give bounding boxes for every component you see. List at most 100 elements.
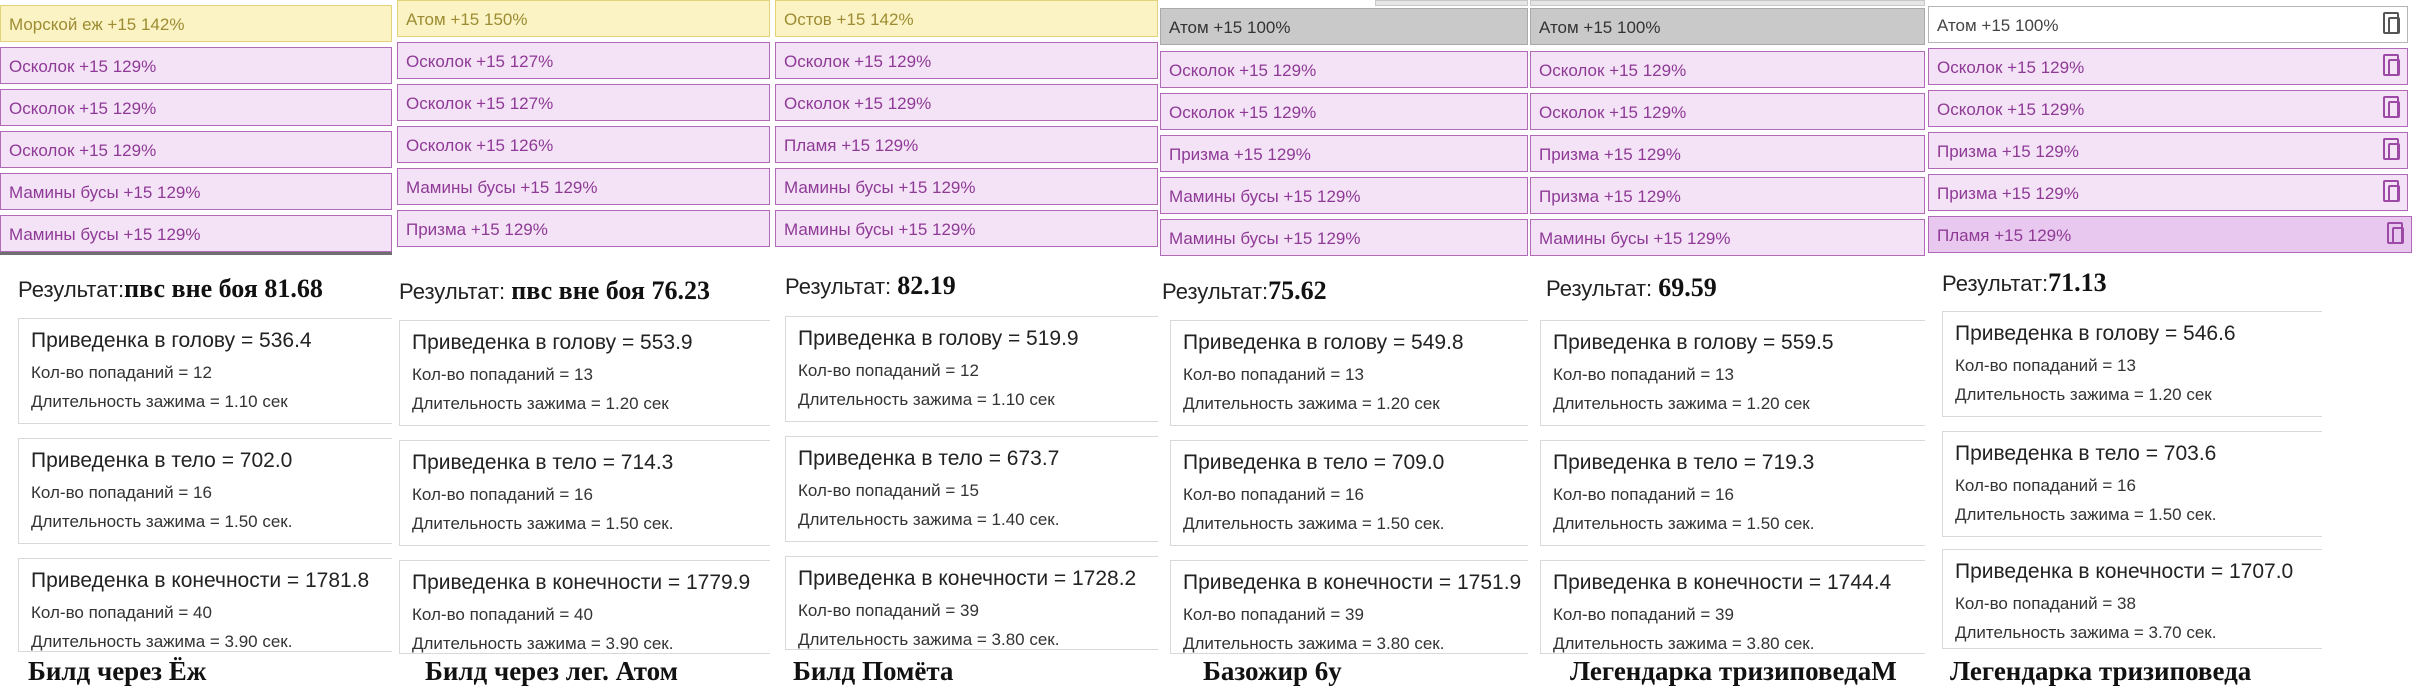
stat-title: Приведенка в конечности = 1751.9	[1183, 571, 1522, 594]
artifact-slot[interactable]: Пламя +15 129%	[775, 126, 1158, 163]
slot-label: Осколок +15 129%	[1937, 58, 2085, 77]
stat-card-limbs: Приведенка в конечности = 1707.0 Кол-во …	[1942, 549, 2322, 649]
stat-hits: Кол-во попаданий = 16	[1553, 485, 1734, 504]
artifact-slot[interactable]: Мамины бусы +15 129%	[1160, 219, 1528, 256]
stat-hits: Кол-во попаданий = 39	[1553, 605, 1734, 624]
stat-hits: Кол-во попаданий = 38	[1955, 594, 2136, 613]
stat-card-limbs: Приведенка в конечности = 1744.4 Кол-во …	[1540, 560, 1925, 654]
artifact-slot[interactable]: Призма +15 129%	[397, 210, 770, 247]
result-value: пвс вне боя 76.23	[511, 276, 710, 305]
result-label: Результат:	[785, 274, 892, 299]
artifact-slot[interactable]: Мамины бусы +15 129%	[1160, 177, 1528, 214]
stat-card-limbs: Приведенка в конечности = 1779.9 Кол-во …	[399, 560, 770, 654]
result-value: 71.13	[2048, 268, 2107, 297]
copy-icon[interactable]	[2387, 222, 2404, 244]
copy-icon[interactable]	[2383, 180, 2400, 202]
stat-hold: Длительность зажима = 1.20 сек	[1553, 394, 1810, 413]
artifact-slot[interactable]: Призма +15 129%	[1530, 135, 1925, 172]
artifact-slot[interactable]: Мамины бусы +15 129%	[775, 168, 1158, 205]
stat-card-head: Приведенка в голову = 559.5 Кол-во попад…	[1540, 320, 1925, 426]
stat-title: Приведенка в конечности = 1744.4	[1553, 571, 1892, 594]
artifact-slot[interactable]: Осколок +15 127%	[397, 84, 770, 121]
stat-hits: Кол-во попаданий = 16	[1183, 485, 1364, 504]
artifact-slot[interactable]: Осколок +15 129%	[775, 84, 1158, 121]
artifact-slot[interactable]: Призма +15 129%	[1530, 177, 1925, 214]
stat-hold: Длительность зажима = 3.80 сек.	[1183, 634, 1445, 653]
stat-hits: Кол-во попаданий = 13	[1553, 365, 1734, 384]
build-caption: Легендарка тризиповеда	[1950, 656, 2252, 686]
build-column-5: Атом +15 100% Осколок +15 129% Осколок +…	[1530, 0, 1925, 692]
stat-hold: Длительность зажима = 1.40 сек.	[798, 510, 1060, 529]
artifact-slot[interactable]: Осколок +15 129%	[0, 131, 392, 168]
panel-top-edge	[1375, 0, 1528, 6]
artifact-slot[interactable]: Осколок +15 127%	[397, 42, 770, 79]
result-value: 82.19	[897, 271, 956, 300]
stat-card-body: Приведенка в тело = 709.0 Кол-во попадан…	[1170, 440, 1528, 546]
stat-hits: Кол-во попаданий = 40	[412, 605, 593, 624]
result-line: Результат: 82.19	[785, 271, 956, 301]
stat-card-body: Приведенка в тело = 702.0 Кол-во попадан…	[18, 438, 392, 544]
stat-hits: Кол-во попаданий = 16	[1955, 476, 2136, 495]
artifact-slot[interactable]: Осколок +15 126%	[397, 126, 770, 163]
artifact-slot[interactable]: Мамины бусы +15 129%	[1530, 219, 1925, 256]
artifact-slot[interactable]: Призма +15 129%	[1928, 132, 2408, 169]
artifact-slot[interactable]: Пламя +15 129%	[1928, 216, 2412, 253]
stat-hold: Длительность зажима = 1.50 сек.	[412, 514, 674, 533]
stat-card-body: Приведенка в тело = 673.7 Кол-во попадан…	[785, 436, 1158, 542]
artifact-slot[interactable]: Атом +15 100%	[1530, 8, 1925, 45]
stat-title: Приведенка в тело = 673.7	[798, 447, 1060, 470]
artifact-slot[interactable]: Осколок +15 129%	[1160, 51, 1528, 88]
build-column-1: Морской еж +15 142% Осколок +15 129% Оск…	[0, 0, 392, 692]
stat-card-head: Приведенка в голову = 549.8 Кол-во попад…	[1170, 320, 1528, 426]
build-column-2: Атом +15 150% Осколок +15 127% Осколок +…	[397, 0, 770, 692]
artifact-slot[interactable]: Осколок +15 129%	[1530, 51, 1925, 88]
artifact-slot[interactable]: Морской еж +15 142%	[0, 5, 392, 42]
build-column-4: Атом +15 100% Осколок +15 129% Осколок +…	[1160, 0, 1528, 692]
artifact-slot[interactable]: Мамины бусы +15 129%	[0, 173, 392, 210]
copy-icon[interactable]	[2383, 54, 2400, 76]
copy-icon[interactable]	[2383, 96, 2400, 118]
stat-title: Приведенка в конечности = 1707.0	[1955, 560, 2294, 583]
slot-label: Призма +15 129%	[1937, 184, 2079, 203]
build-caption: Билд через Ёж	[28, 656, 207, 686]
artifact-slot[interactable]: Осколок +15 129%	[1928, 90, 2408, 127]
artifact-slot[interactable]: Осколок +15 129%	[1928, 48, 2408, 85]
artifact-slot[interactable]: Мамины бусы +15 129%	[775, 210, 1158, 247]
stat-hits: Кол-во попаданий = 39	[1183, 605, 1364, 624]
stat-title: Приведенка в голову = 519.9	[798, 327, 1079, 350]
stat-hold: Длительность зажима = 3.80 сек.	[1553, 634, 1815, 653]
artifact-slot[interactable]: Атом +15 100%	[1928, 6, 2408, 43]
copy-icon[interactable]	[2383, 12, 2400, 34]
stat-card-limbs: Приведенка в конечности = 1781.8 Кол-во …	[18, 558, 392, 652]
artifact-slot[interactable]: Атом +15 100%	[1160, 8, 1528, 45]
stat-hold: Длительность зажима = 1.20 сек	[412, 394, 669, 413]
stat-card-body: Приведенка в тело = 703.6 Кол-во попадан…	[1942, 431, 2322, 537]
slot-label: Пламя +15 129%	[1937, 226, 2072, 245]
artifact-slot[interactable]: Осколок +15 129%	[1530, 93, 1925, 130]
artifact-slot[interactable]: Призма +15 129%	[1928, 174, 2408, 211]
result-line: Результат:пвс вне боя 81.68	[18, 274, 323, 304]
slot-label: Атом +15 100%	[1937, 16, 2059, 35]
stat-title: Приведенка в конечности = 1728.2	[798, 567, 1137, 590]
artifact-slot[interactable]: Атом +15 150%	[397, 0, 770, 37]
result-line: Результат: пвс вне боя 76.23	[399, 276, 710, 306]
artifact-slot[interactable]: Остов +15 142%	[775, 0, 1158, 37]
artifact-slot[interactable]: Мамины бусы +15 129%	[0, 215, 392, 252]
build-caption: Билд через лег. Атом	[425, 656, 679, 686]
stat-hits: Кол-во попаданий = 13	[1183, 365, 1364, 384]
stat-hits: Кол-во попаданий = 16	[412, 485, 593, 504]
artifact-slot[interactable]: Призма +15 129%	[1160, 135, 1528, 172]
artifact-slot[interactable]: Осколок +15 129%	[0, 47, 392, 84]
artifact-slot[interactable]: Осколок +15 129%	[775, 42, 1158, 79]
stat-hits: Кол-во попаданий = 13	[1955, 356, 2136, 375]
result-label: Результат:	[18, 277, 125, 302]
stat-title: Приведенка в тело = 703.6	[1955, 442, 2217, 465]
stat-hold: Длительность зажима = 3.80 сек.	[798, 630, 1060, 649]
stat-hold: Длительность зажима = 1.10 сек	[31, 392, 288, 411]
stat-hold: Длительность зажима = 3.90 сек.	[412, 634, 674, 653]
stat-hold: Длительность зажима = 3.70 сек.	[1955, 623, 2217, 642]
artifact-slot[interactable]: Мамины бусы +15 129%	[397, 168, 770, 205]
artifact-slot[interactable]: Осколок +15 129%	[1160, 93, 1528, 130]
copy-icon[interactable]	[2383, 138, 2400, 160]
artifact-slot[interactable]: Осколок +15 129%	[0, 89, 392, 126]
